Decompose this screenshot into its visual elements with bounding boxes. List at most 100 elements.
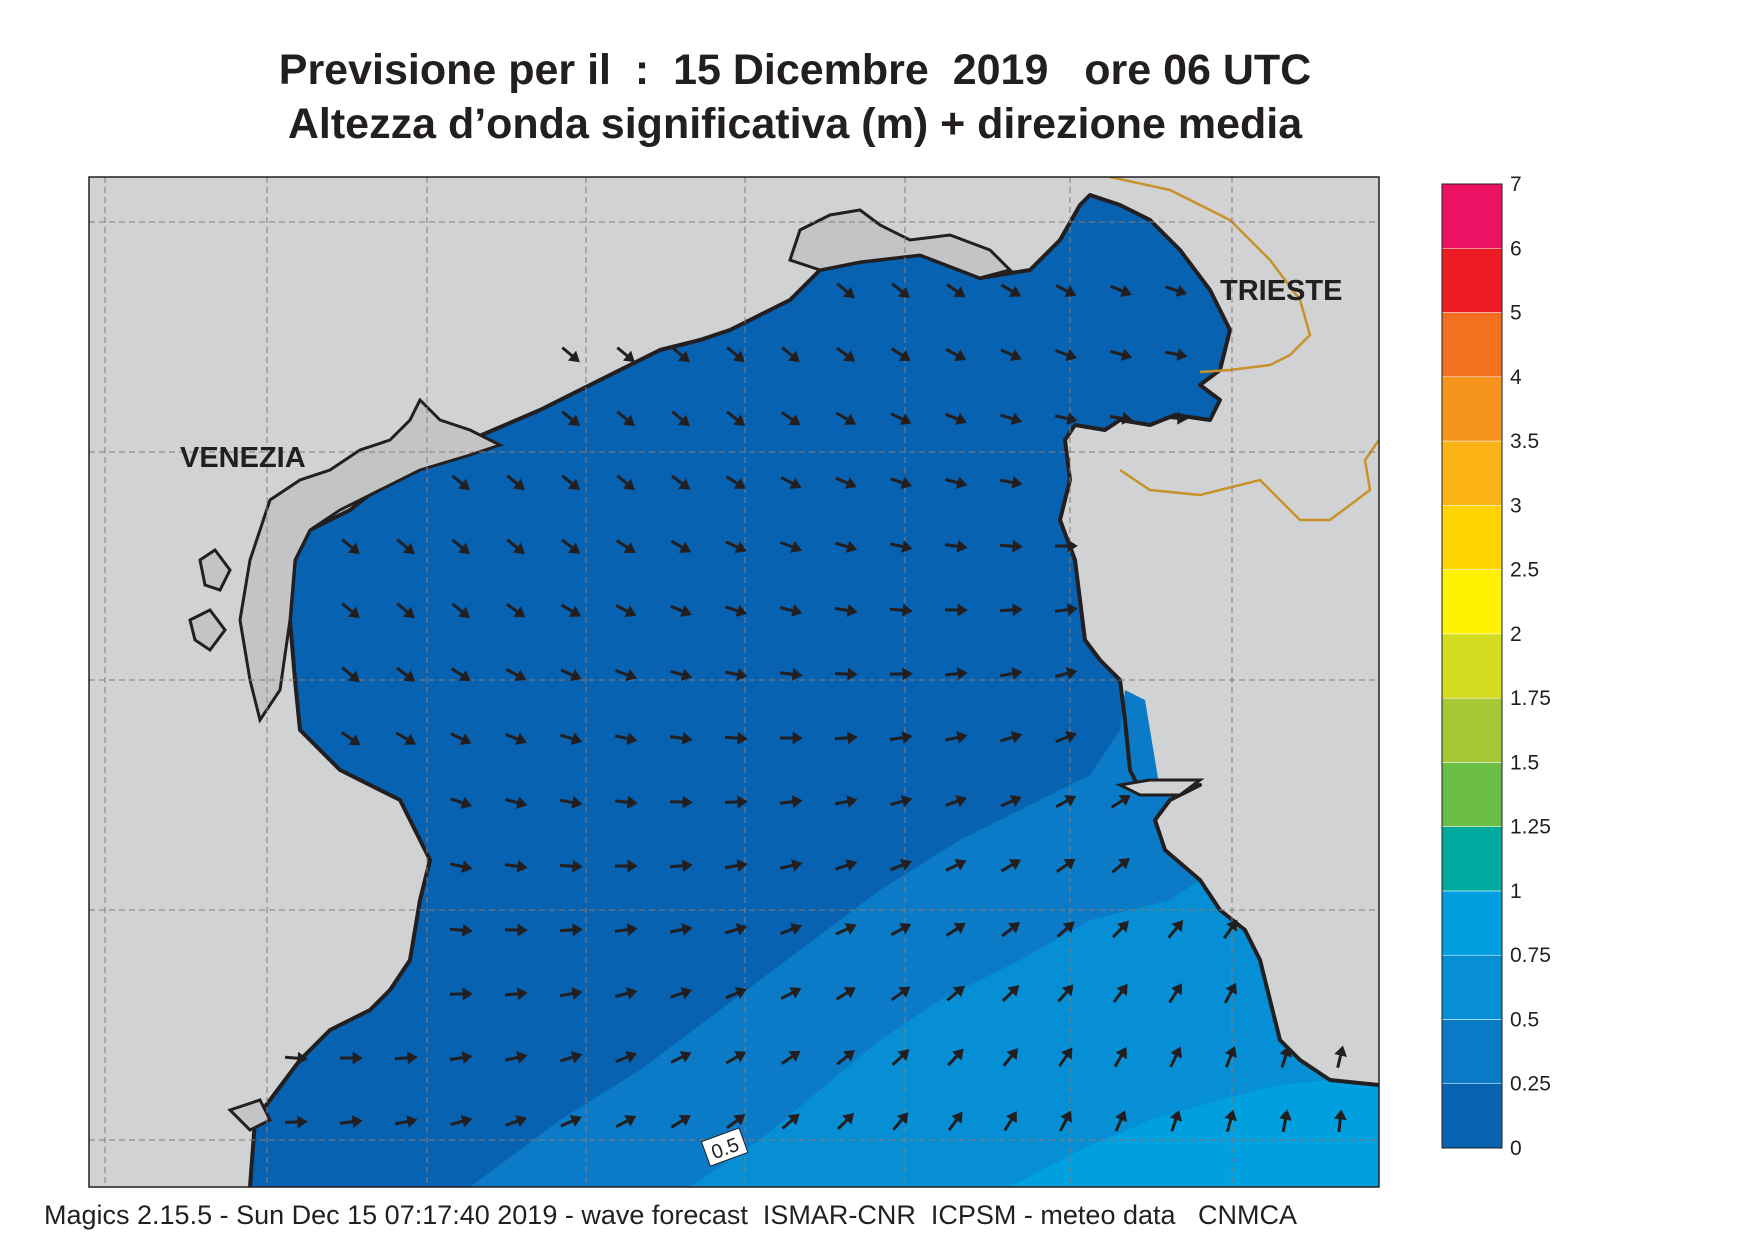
wave-arrow-head bbox=[734, 987, 747, 1000]
wave-arrow-head bbox=[348, 734, 361, 746]
wave-arrow-head bbox=[622, 350, 635, 363]
legend-swatch bbox=[1441, 440, 1503, 506]
wave-arrow-head bbox=[902, 667, 913, 681]
wave-arrow-head bbox=[896, 1112, 909, 1125]
wave-arrow-head bbox=[790, 540, 803, 553]
wave-arrow-head bbox=[737, 731, 748, 745]
wave-arrow-head bbox=[951, 1111, 963, 1124]
wave-arrow-head bbox=[1011, 476, 1023, 489]
wave-arrow-head bbox=[788, 1050, 801, 1062]
wave-arrow-head bbox=[842, 1112, 855, 1125]
wave-arrow-head bbox=[569, 1114, 582, 1127]
wave-arrow-head bbox=[1064, 795, 1077, 807]
wave-arrow-head bbox=[570, 732, 583, 745]
wave-arrow-head bbox=[956, 667, 968, 681]
wave-arrow-head bbox=[846, 795, 858, 808]
wave-arrow-head bbox=[1171, 983, 1182, 996]
border-line bbox=[1109, 177, 1379, 522]
wave-arrow-head bbox=[732, 350, 745, 363]
wave-arrow-head bbox=[1066, 603, 1078, 617]
map-title: Previsione per il : 15 Dicembre 2019 ore… bbox=[278, 46, 1312, 94]
wave-arrow-head bbox=[1121, 411, 1133, 425]
wave-arrow-head bbox=[513, 606, 526, 618]
wave-arrow-head bbox=[677, 414, 690, 427]
wave-arrow-head bbox=[790, 604, 803, 617]
wave-arrow-head bbox=[1008, 859, 1022, 871]
wave-arrow-head bbox=[1279, 1109, 1292, 1121]
legend-tick-label: 0.75 bbox=[1510, 944, 1551, 967]
wave-arrow-head bbox=[1117, 920, 1129, 933]
wave-arrow-head bbox=[790, 923, 803, 936]
wave-arrow-head bbox=[734, 1051, 747, 1063]
wave-arrow-head bbox=[899, 413, 912, 426]
wave-arrow-head bbox=[680, 986, 693, 1000]
wave-arrow-head bbox=[570, 1051, 583, 1064]
legend-swatch bbox=[1441, 569, 1503, 635]
map-subtitle: Altezza d’onda significativa (m) + direz… bbox=[287, 100, 1303, 148]
wave-arrow-head bbox=[626, 923, 638, 937]
wave-arrow-head bbox=[956, 731, 968, 744]
legend-tick-label: 7 bbox=[1510, 173, 1522, 196]
wave-arrow-head bbox=[1119, 285, 1132, 297]
wave-arrow-head bbox=[955, 476, 968, 489]
wave-arrow-head bbox=[844, 477, 857, 490]
wave-arrow-head bbox=[845, 859, 858, 872]
wave-arrow-head bbox=[461, 923, 473, 937]
legend-frame bbox=[1441, 183, 1503, 1149]
wave-arrow-head bbox=[955, 795, 968, 808]
sea-band-075 bbox=[1010, 1080, 1379, 1187]
wave-arrow-head bbox=[682, 795, 693, 809]
legend-tick-label: 1.5 bbox=[1510, 751, 1539, 774]
wave-arrow-head bbox=[1062, 921, 1075, 934]
wave-arrow-head bbox=[622, 478, 635, 491]
city-label-venezia: VENEZIA bbox=[180, 442, 306, 474]
wave-arrow-head bbox=[351, 1115, 363, 1129]
wave-arrow-head bbox=[679, 1051, 692, 1063]
wave-arrow-head bbox=[1061, 984, 1074, 997]
wave-arrow-head bbox=[297, 1115, 308, 1129]
wave-arrow-head bbox=[626, 795, 638, 809]
legend-swatch bbox=[1441, 633, 1503, 699]
legend-swatch bbox=[1441, 697, 1503, 763]
wave-arrow-head bbox=[568, 605, 582, 617]
wave-arrow-head bbox=[1279, 1045, 1292, 1058]
wave-arrow-head bbox=[569, 669, 582, 681]
legend-tick-label: 1.75 bbox=[1510, 687, 1551, 710]
map-frame bbox=[88, 176, 1380, 1188]
wave-arrow-head bbox=[462, 987, 473, 1001]
wave-arrow-head bbox=[404, 733, 417, 745]
wave-arrow-head bbox=[514, 732, 527, 745]
wave-arrow-head bbox=[952, 985, 965, 998]
legend-tick-label: 6 bbox=[1510, 237, 1522, 260]
wave-arrow-head bbox=[571, 987, 583, 1000]
wave-arrow-head bbox=[791, 667, 803, 681]
grado-lagoon bbox=[788, 208, 1013, 280]
wave-arrow-head bbox=[1169, 1109, 1182, 1122]
wave-arrow-head bbox=[1115, 1110, 1128, 1123]
wave-arrow-head bbox=[844, 923, 857, 935]
wave-arrow-head bbox=[844, 413, 857, 425]
wave-arrow-head bbox=[901, 603, 913, 617]
legend-tick-label: 1.25 bbox=[1510, 816, 1551, 839]
wave-arrow-head bbox=[1334, 1045, 1347, 1057]
wave-arrow-head bbox=[847, 731, 858, 745]
legend-swatch bbox=[1441, 183, 1503, 249]
legend-tick-label: 1 bbox=[1510, 880, 1522, 903]
wave-arrow-head bbox=[457, 542, 470, 555]
wave-arrow-head bbox=[1067, 539, 1078, 553]
wave-arrow-head bbox=[622, 414, 635, 427]
wave-arrow-head bbox=[1011, 667, 1023, 680]
wave-arrow-head bbox=[736, 859, 748, 872]
legend-tick-label: 0.5 bbox=[1510, 1008, 1539, 1031]
wave-arrow-head bbox=[516, 859, 528, 873]
wave-arrow-head bbox=[901, 540, 913, 553]
legend-tick-label: 5 bbox=[1510, 302, 1522, 325]
wave-arrow-head bbox=[792, 731, 803, 745]
wave-arrow-head bbox=[1117, 857, 1130, 870]
wave-arrow-head bbox=[735, 604, 748, 617]
wave-arrow-head bbox=[678, 1115, 691, 1127]
wave-arrow-head bbox=[1065, 730, 1077, 744]
wave-arrow-head bbox=[459, 733, 472, 746]
wave-arrow-head bbox=[1225, 982, 1237, 995]
